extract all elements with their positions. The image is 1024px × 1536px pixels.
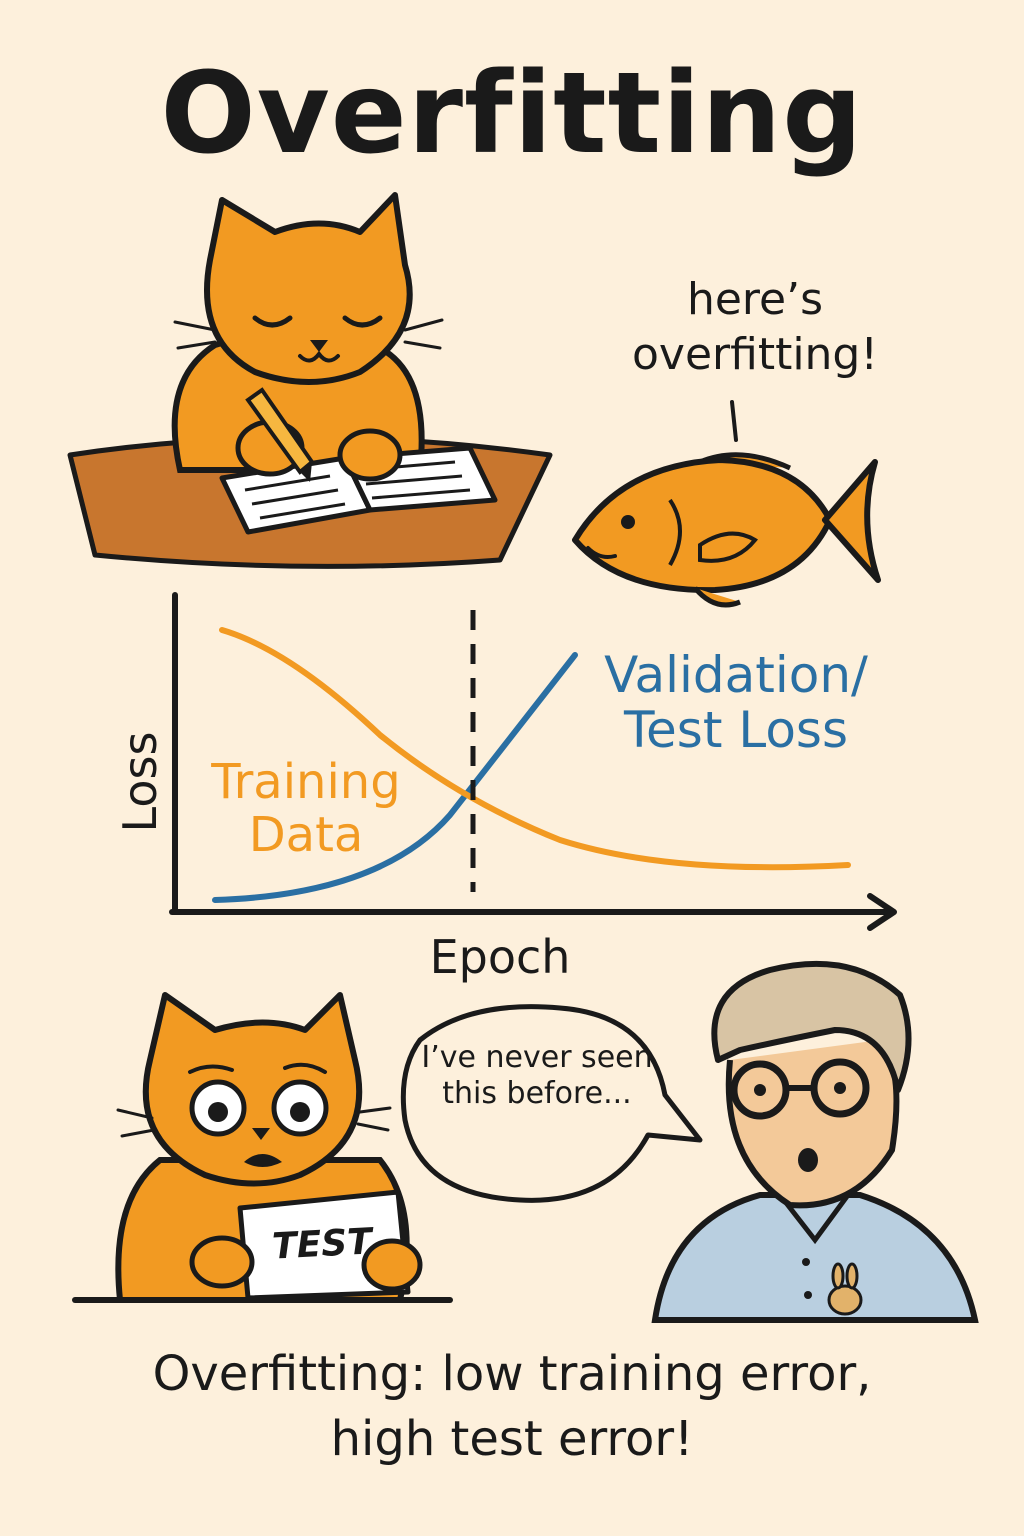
fish-speech-text: here’s overfitting!: [631, 274, 879, 380]
worried-cat-icon: [72, 992, 453, 1303]
validation-loss-line: [212, 652, 578, 903]
training-series-label: Training Data: [211, 754, 401, 863]
y-axis-label: Loss: [113, 731, 167, 833]
loss-chart: [169, 592, 897, 931]
teacher-icon: [651, 960, 979, 1323]
fish-icon: [572, 400, 881, 608]
speech-bubble: [400, 1004, 703, 1203]
book-icon: [219, 445, 498, 535]
pencil-icon: [245, 387, 315, 482]
test-card-label: TEST: [271, 1221, 373, 1268]
speech-bubble-text: I’ve never seen this before...: [421, 1040, 653, 1111]
caption: Overfitting: low training error, high te…: [0, 1342, 1024, 1472]
caption-line-2: high test error!: [330, 1410, 694, 1467]
caption-line-1: Overfitting: low training error,: [152, 1346, 872, 1402]
writing-cat-icon: [67, 192, 553, 569]
training-loss-line: [219, 627, 851, 871]
x-axis-label: Epoch: [429, 930, 571, 984]
x-axis-arrow-icon: [867, 893, 897, 931]
bunny-icon: [827, 1262, 863, 1316]
validation-series-label: Validation/ Test Loss: [604, 646, 868, 759]
page-title: Overfitting: [160, 49, 864, 179]
